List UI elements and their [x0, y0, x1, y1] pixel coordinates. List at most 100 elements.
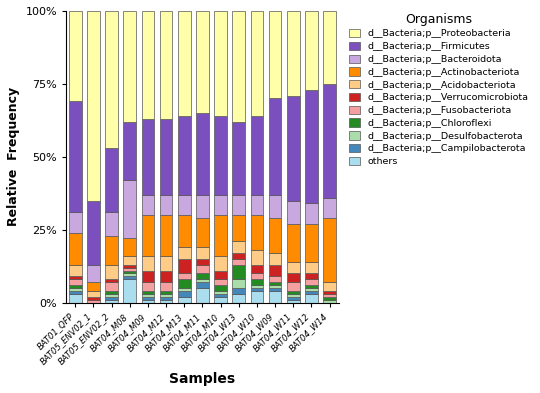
Bar	[160, 195, 172, 215]
Bar	[251, 116, 263, 195]
Bar	[214, 294, 227, 297]
Bar	[196, 113, 209, 195]
Bar	[123, 239, 136, 256]
Bar	[269, 288, 281, 291]
Bar	[178, 274, 191, 279]
Bar	[160, 291, 172, 294]
Bar	[196, 218, 209, 247]
Bar	[69, 291, 82, 294]
Bar	[214, 291, 227, 294]
Bar	[69, 101, 82, 212]
Bar	[214, 256, 227, 270]
Bar	[105, 282, 118, 291]
Bar	[105, 294, 118, 297]
Bar	[141, 256, 154, 270]
Bar	[323, 198, 336, 218]
Bar	[251, 264, 263, 274]
Bar	[269, 264, 281, 276]
Bar	[214, 215, 227, 256]
Bar	[178, 247, 191, 259]
Bar	[69, 264, 82, 276]
Bar	[69, 279, 82, 285]
Bar	[269, 276, 281, 282]
Bar	[87, 291, 100, 297]
Bar	[232, 215, 245, 241]
Bar	[323, 291, 336, 294]
Bar	[160, 297, 172, 300]
Bar	[214, 11, 227, 116]
Bar	[105, 11, 118, 148]
Bar	[232, 264, 245, 279]
Bar	[305, 11, 318, 90]
Bar	[251, 279, 263, 285]
Bar	[323, 297, 336, 300]
Bar	[123, 264, 136, 268]
Bar	[141, 294, 154, 297]
Bar	[178, 291, 191, 297]
Bar	[305, 288, 318, 291]
Bar	[178, 279, 191, 288]
Bar	[69, 276, 82, 279]
Bar	[251, 11, 263, 116]
Bar	[160, 215, 172, 256]
Bar	[232, 279, 245, 288]
Bar	[141, 291, 154, 294]
Bar	[69, 288, 82, 291]
Bar	[105, 300, 118, 303]
Bar	[87, 282, 100, 291]
Bar	[287, 11, 300, 95]
Bar	[141, 11, 154, 119]
Bar	[196, 274, 209, 279]
X-axis label: Samples: Samples	[170, 372, 235, 386]
Bar	[178, 11, 191, 116]
Bar	[196, 259, 209, 264]
Bar	[305, 262, 318, 274]
Bar	[160, 119, 172, 195]
Bar	[269, 285, 281, 288]
Bar	[123, 276, 136, 279]
Bar	[323, 294, 336, 297]
Bar	[232, 122, 245, 195]
Bar	[214, 279, 227, 285]
Bar	[178, 195, 191, 215]
Bar	[123, 180, 136, 239]
Bar	[287, 282, 300, 291]
Bar	[178, 288, 191, 291]
Bar	[305, 90, 318, 204]
Bar	[287, 297, 300, 300]
Bar	[160, 300, 172, 303]
Bar	[305, 291, 318, 294]
Bar	[269, 98, 281, 195]
Bar	[287, 274, 300, 282]
Bar	[269, 282, 281, 285]
Bar	[141, 282, 154, 291]
Bar	[178, 297, 191, 303]
Bar	[69, 285, 82, 288]
Bar	[87, 264, 100, 282]
Bar	[141, 270, 154, 282]
Bar	[214, 297, 227, 303]
Bar	[269, 291, 281, 303]
Bar	[196, 247, 209, 259]
Bar	[123, 122, 136, 180]
Bar	[251, 195, 263, 215]
Bar	[305, 204, 318, 224]
Bar	[305, 294, 318, 303]
Bar	[305, 224, 318, 262]
Bar	[69, 11, 82, 101]
Bar	[232, 195, 245, 215]
Bar	[87, 200, 100, 264]
Bar	[141, 300, 154, 303]
Bar	[305, 279, 318, 285]
Bar	[251, 250, 263, 264]
Bar	[287, 95, 300, 200]
Bar	[232, 241, 245, 253]
Bar	[323, 300, 336, 303]
Bar	[214, 116, 227, 195]
Bar	[105, 279, 118, 282]
Bar	[232, 294, 245, 303]
Bar	[323, 11, 336, 84]
Bar	[178, 215, 191, 247]
Bar	[87, 297, 100, 300]
Bar	[269, 253, 281, 264]
